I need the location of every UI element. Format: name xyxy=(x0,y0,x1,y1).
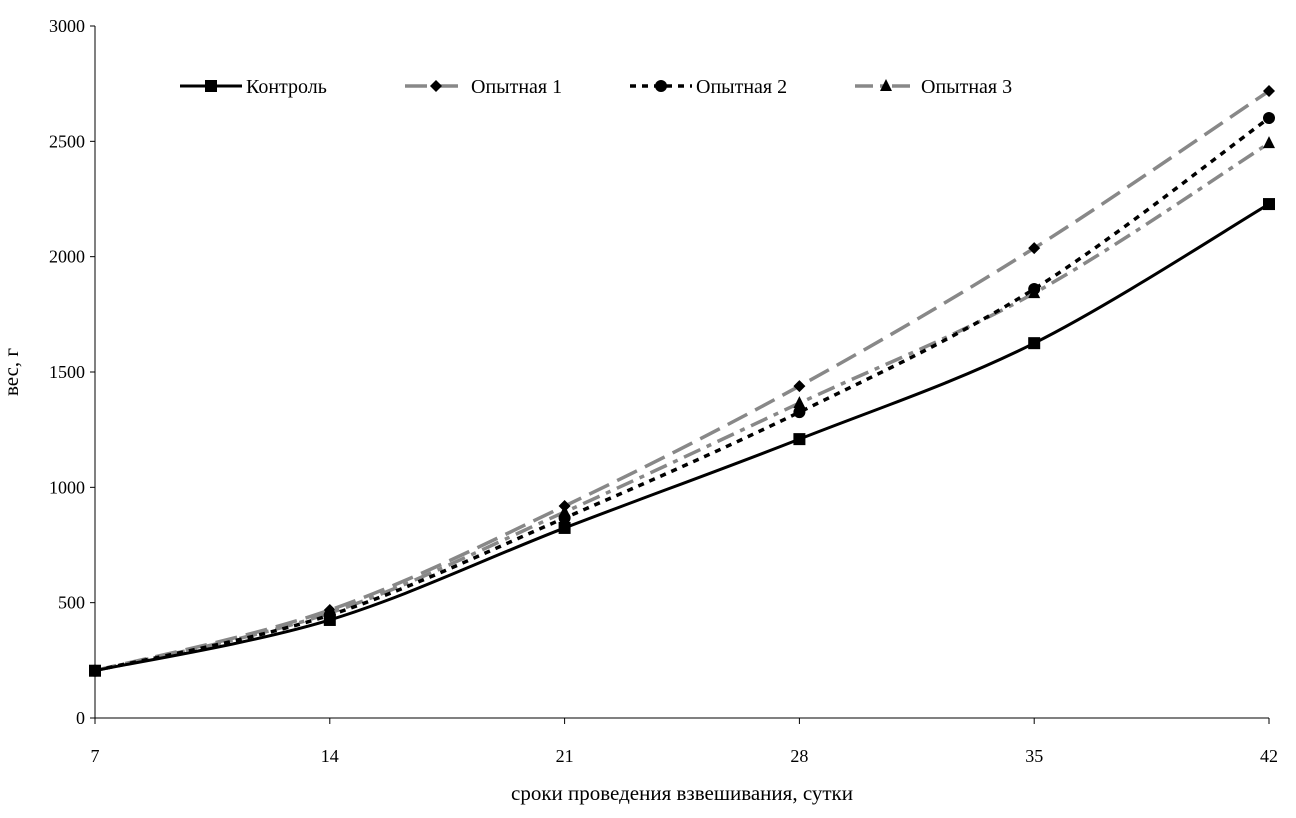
square-marker xyxy=(323,613,336,626)
series-line xyxy=(94,89,1270,673)
x-tick-label: 42 xyxy=(1260,746,1278,766)
y-axis-label: вес, г xyxy=(0,348,23,396)
square-icon xyxy=(205,80,217,92)
square-marker xyxy=(558,521,571,534)
square-marker xyxy=(1263,198,1275,211)
square-marker xyxy=(1028,337,1041,350)
square-marker xyxy=(793,433,806,446)
y-tick-label: 1500 xyxy=(49,362,85,382)
x-tick-label: 7 xyxy=(91,746,100,766)
y-tick-label: 1000 xyxy=(49,477,85,497)
x-axis-label: сроки проведения взвешивания, сутки xyxy=(511,781,853,805)
y-tick-label: 2500 xyxy=(49,131,85,151)
series-line xyxy=(94,116,1271,673)
series-1 xyxy=(89,198,1275,677)
y-tick-label: 0 xyxy=(76,708,85,728)
y-tick-label: 2000 xyxy=(49,247,85,267)
x-tick-label: 14 xyxy=(321,746,339,766)
x-tick-label: 21 xyxy=(556,746,574,766)
diamond-icon xyxy=(430,80,442,92)
series-3 xyxy=(89,112,1275,677)
series-line xyxy=(94,202,1270,673)
circle-marker xyxy=(558,512,571,525)
diamond-marker xyxy=(1263,85,1275,98)
legend-label: Контроль xyxy=(246,76,327,98)
y-tick-label: 3000 xyxy=(49,16,85,36)
legend-label: Опытная 2 xyxy=(696,76,787,98)
legend-label: Опытная 1 xyxy=(471,76,562,98)
series-2 xyxy=(89,85,1275,677)
axes: 0 500 1000 1500 2000 2500 3000 7 14 21 28 35 42 xyxy=(49,16,1278,766)
diamond-marker xyxy=(1028,242,1041,255)
series-group xyxy=(89,85,1275,677)
legend-item: Опытная 3 xyxy=(855,76,1012,98)
series-line xyxy=(94,141,1270,673)
legend-label: Опытная 3 xyxy=(921,76,1012,98)
x-tick-label: 35 xyxy=(1025,746,1043,766)
circle-marker xyxy=(793,406,806,419)
x-tick-label: 28 xyxy=(790,746,808,766)
series-4 xyxy=(89,136,1275,676)
diamond-marker xyxy=(793,380,806,393)
legend-item: Опытная 1 xyxy=(405,76,562,98)
circle-marker xyxy=(1028,282,1041,295)
triangle-icon xyxy=(880,79,892,91)
legend-item: Опытная 2 xyxy=(630,76,787,98)
triangle-marker xyxy=(1263,136,1275,149)
square-marker xyxy=(89,664,101,677)
legend-item: Контроль xyxy=(180,76,327,98)
y-tick-label: 500 xyxy=(58,593,85,613)
legend: Контроль Опытная 1 Опытная 2 Опытная 3 xyxy=(180,76,1012,98)
circle-marker xyxy=(1263,112,1275,125)
circle-icon xyxy=(655,80,667,92)
triangle-marker xyxy=(793,396,806,409)
